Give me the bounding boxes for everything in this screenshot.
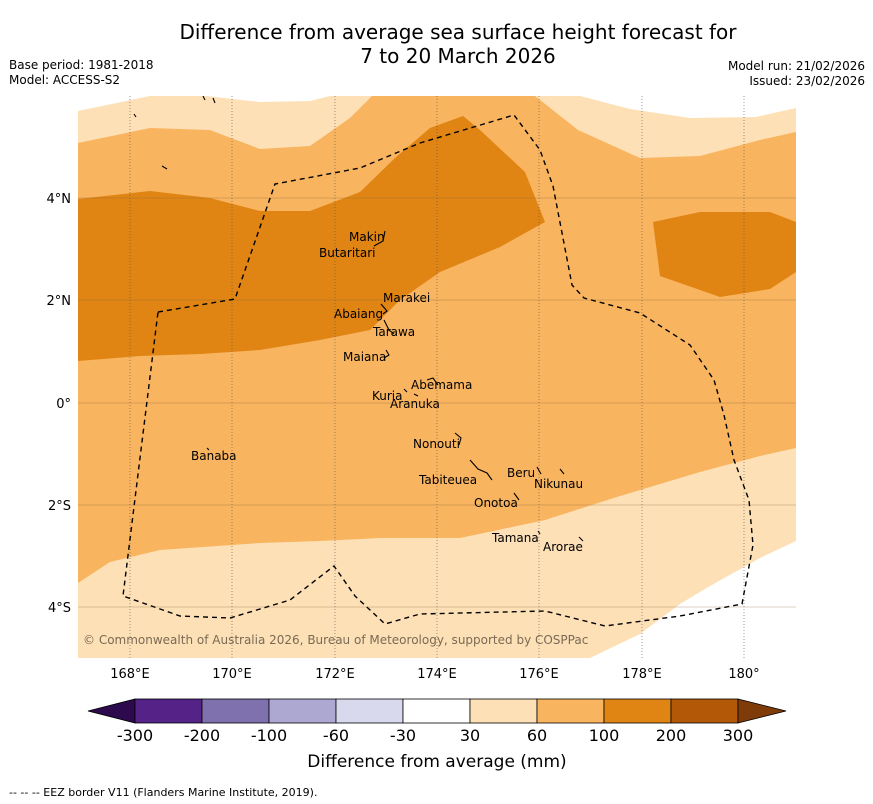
map-title: Difference from average sea surface heig… [0,20,873,68]
copyright: © Commonwealth of Australia 2026, Bureau… [83,633,588,647]
band-below-30 [78,96,796,118]
island-label: Nonouti [413,437,460,451]
island-label: Butaritari [319,246,376,260]
island-labels: Makin Butaritari Marakei Abaiang Tarawa … [191,230,583,554]
island-tarawa-outline [383,319,395,335]
colorbar-tick: 30 [460,726,480,745]
colorbar-tick: -300 [117,726,153,745]
colorbar-tick: -100 [251,726,287,745]
island-label: Arorae [543,540,583,554]
colorbar-segment [536,698,605,724]
island-label: Nikunau [534,477,583,491]
island-makin-outline [373,230,386,247]
colorbar: -300 -200 -100 -60 -30 30 60 100 200 300… [87,698,787,772]
island-marakei-outline [380,303,388,315]
lat-label: 2°N [47,294,72,309]
lon-label: 180° [728,667,759,682]
colorbar-label: Difference from average (mm) [307,752,566,772]
colorbar-segment [134,698,203,724]
island-nonouti-outline [454,432,462,446]
island-north-d-outline [212,97,216,104]
lat-label: 4°N [47,192,72,207]
island-onotoa-outline [513,492,520,501]
island-outlines [133,96,584,542]
colorbar-tick: 300 [723,726,754,745]
colorbar-tick: 200 [656,726,687,745]
lat-label: 0° [56,397,71,412]
island-label: Tamana [491,531,539,545]
title-line-2: 7 to 20 March 2026 [360,44,556,68]
island-aranuka-outline [413,393,419,397]
gridlines [78,96,796,658]
island-label: Tabiteuea [418,473,477,487]
model-run: Model run: 21/02/2026 [727,59,865,73]
island-banaba-outline [206,447,210,451]
island-maiana-outline [383,349,390,359]
eez-legend-note: -- -- -- EEZ border V11 (Flanders Marine… [9,786,318,799]
island-beru-outline [536,466,542,475]
colorbar-tick: 60 [527,726,547,745]
island-north-a-outline [161,165,168,170]
lat-label: 2°S [48,499,71,514]
lon-label: 168°E [110,667,150,682]
island-north-c-outline [202,96,206,101]
base-info: Base period: 1981-2018 Model: ACCESS-S2 [9,58,154,88]
island-abemama-outline [426,377,439,386]
colorbar-ticks: -300 -200 -100 -60 -30 30 60 100 200 300 [117,726,753,745]
lon-label: 172°E [315,667,355,682]
island-kuria-outline [403,388,408,393]
lon-label: 178°E [622,667,662,682]
base-period: Base period: 1981-2018 [9,58,154,72]
colorbar-segment [603,698,672,724]
issued-date: Issued: 23/02/2026 [749,74,865,88]
colorbar-segment [670,698,739,724]
island-label: Aranuka [390,397,440,411]
island-label: Makin [349,230,385,244]
title-line-1: Difference from average sea surface heig… [179,20,737,44]
map-area: Makin Butaritari Marakei Abaiang Tarawa … [78,96,796,658]
colorbar-tick: 100 [589,726,620,745]
island-north-b-outline [133,113,137,118]
eez-border [122,114,754,627]
island-label: Abemama [411,378,472,392]
island-label: Kuria [372,389,403,403]
colorbar-under-arrow [87,698,136,724]
island-label: Marakei [383,291,430,305]
colorbar-tick: -60 [323,726,349,745]
lat-label: 4°S [48,601,71,616]
lon-label: 176°E [519,667,559,682]
colorbar-segment [402,698,471,724]
colorbar-tick: -200 [184,726,220,745]
island-tabiteuea-outline [469,459,493,481]
lon-label: 174°E [417,667,457,682]
island-arorae-outline [578,536,584,542]
run-info: Model run: 21/02/2026 Issued: 23/02/2026 [728,59,865,89]
lon-label: 170°E [212,667,252,682]
lat-axis: 4°N 2°N 0° 2°S 4°S [47,192,72,616]
colorbar-segment [268,698,337,724]
island-label: Beru [507,466,535,480]
island-nikunau-outline [559,468,565,475]
island-label: Maiana [343,350,386,364]
island-label: Tarawa [372,325,415,339]
island-tamana-outline [537,530,541,535]
colorbar-segment [201,698,270,724]
colorbar-over-arrow [737,698,787,724]
band-below-30-south [590,541,796,658]
colorbar-segment [335,698,404,724]
island-label: Banaba [191,449,237,463]
model-name: Model: ACCESS-S2 [9,73,121,87]
island-label: Onotoa [474,496,518,510]
band-100-200-east [653,212,796,297]
colorbar-tick: -30 [390,726,416,745]
colorbar-segment [469,698,538,724]
island-label: Abaiang [334,307,383,321]
lon-axis: 168°E 170°E 172°E 174°E 176°E 178°E 180° [110,667,759,682]
